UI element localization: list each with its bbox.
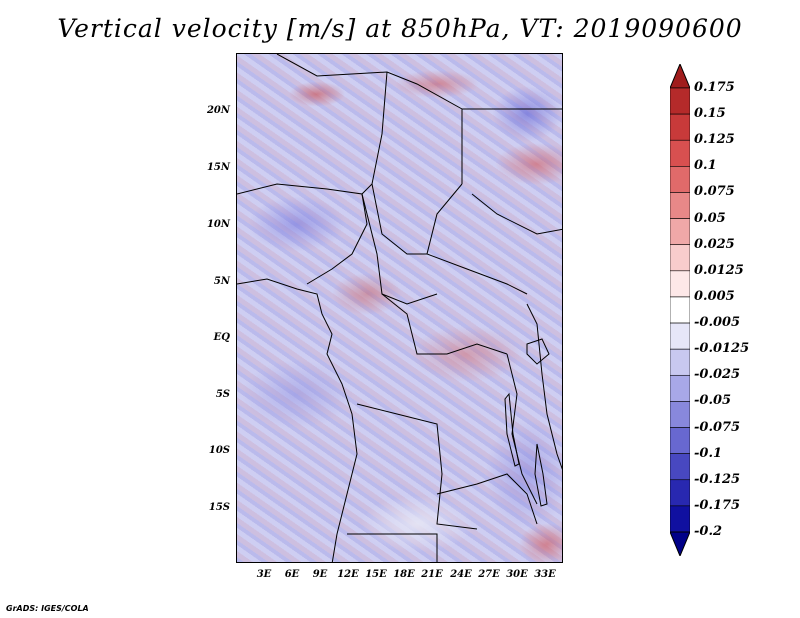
- colorbar-segment: [670, 427, 690, 454]
- colorbar-label: 0.15: [694, 106, 726, 122]
- map-plot-area: [236, 53, 563, 563]
- border-angola: [356, 403, 478, 530]
- colorbar-label: -0.025: [694, 367, 741, 383]
- lon-label-24e: 24E: [450, 569, 472, 580]
- colorbar-label: -0.05: [694, 393, 732, 409]
- border-ethiopia: [471, 193, 562, 235]
- lat-label-10n: 10N: [206, 219, 230, 230]
- border-sudan: [426, 183, 528, 295]
- lat-label-15n: 15N: [206, 162, 230, 173]
- lat-label-5n: 5N: [213, 276, 230, 287]
- colorbar-label: 0.1: [694, 158, 717, 174]
- colorbar-label: 0.005: [694, 288, 735, 304]
- lake-victoria: [526, 338, 550, 365]
- colorbar-label: 0.175: [694, 80, 735, 95]
- colorbar-segment: [670, 166, 690, 193]
- colorbar-label: 0.125: [694, 132, 735, 148]
- colorbar-segment: [670, 453, 690, 481]
- coast-west-africa: [237, 278, 358, 562]
- grads-credit: GrADS: IGES/COLA: [6, 604, 89, 613]
- lon-label-30e: 30E: [506, 569, 528, 580]
- colorbar-segment: [670, 479, 690, 507]
- colorbar-segment: [670, 192, 690, 219]
- colorbar-label: 0.025: [694, 236, 735, 252]
- lat-label-10s: 10S: [208, 445, 230, 456]
- lat-label-eq: EQ: [213, 332, 230, 343]
- colorbar-bottom-triangle: [670, 531, 690, 556]
- lat-label-15s: 15S: [208, 502, 230, 513]
- lake-tanganyika: [504, 392, 520, 467]
- colorbar-segment: [670, 322, 690, 350]
- chart-title: Vertical velocity [m/s] at 850hPa, VT: 2…: [57, 14, 743, 43]
- colorbar-label: -0.0125: [694, 341, 750, 357]
- colorbar-label: 0.0125: [694, 262, 744, 278]
- border-drc-east: [506, 353, 538, 505]
- border-algeria-libya: [276, 54, 463, 184]
- colorbar-label: -0.075: [694, 419, 741, 435]
- colorbar-label: 0.05: [694, 210, 726, 226]
- lake-malawi: [534, 443, 548, 507]
- border-east-lakes: [526, 303, 562, 470]
- colorbar-label: -0.125: [694, 471, 741, 487]
- colorbar-segment: [670, 348, 690, 376]
- colorbar-segment: [670, 139, 690, 167]
- colorbar-label: -0.1: [694, 445, 723, 461]
- lat-label-5s: 5S: [215, 389, 230, 400]
- lon-label-18e: 18E: [393, 569, 415, 580]
- lon-label-15e: 15E: [365, 569, 387, 580]
- lon-label-27e: 27E: [478, 569, 500, 580]
- border-nigeria: [237, 183, 368, 285]
- border-cameroon-car: [361, 193, 438, 305]
- colorbar-top-triangle: [670, 64, 690, 89]
- border-chad-car: [371, 183, 427, 255]
- border-namibia: [347, 533, 438, 562]
- colorbar-segment: [670, 218, 690, 246]
- border-drc-north: [381, 293, 508, 355]
- colorbar-label: 0.075: [694, 184, 735, 200]
- colorbar-segment: [670, 244, 690, 272]
- lon-label-33e: 33E: [534, 569, 556, 580]
- lon-label-9e: 9E: [312, 569, 328, 580]
- colorbar: [670, 64, 690, 556]
- lon-label-6e: 6E: [284, 569, 300, 580]
- colorbar-segment: [670, 87, 690, 115]
- border-zambia: [436, 473, 538, 525]
- colorbar-segment: [670, 270, 690, 298]
- border-niger-chad: [361, 71, 388, 195]
- lon-label-3e: 3E: [256, 569, 272, 580]
- country-borders: [237, 54, 562, 562]
- colorbar-segment: [670, 113, 690, 141]
- colorbar-segment: [670, 505, 690, 533]
- lon-label-21e: 21E: [421, 569, 443, 580]
- colorbar-segment: [670, 401, 690, 428]
- colorbar-label: -0.005: [694, 315, 741, 331]
- colorbar-segment: [670, 374, 690, 402]
- colorbar-label: -0.2: [694, 524, 723, 539]
- lon-label-12e: 12E: [337, 569, 359, 580]
- lat-label-20n: 20N: [206, 105, 230, 116]
- colorbar-segment: [670, 296, 690, 324]
- colorbar-label: -0.175: [694, 497, 741, 513]
